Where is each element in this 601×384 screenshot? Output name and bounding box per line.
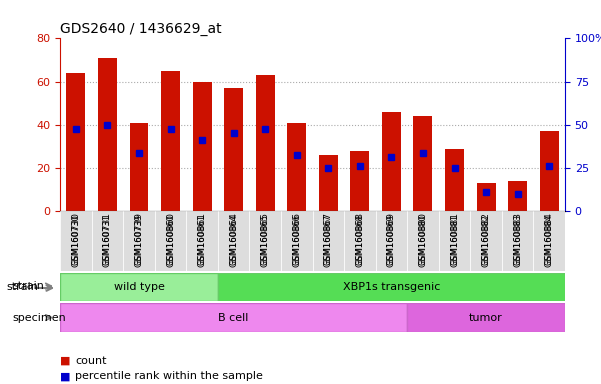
FancyBboxPatch shape [439,211,470,271]
Text: specimen: specimen [12,313,66,323]
FancyBboxPatch shape [186,211,218,271]
Text: tumor: tumor [469,313,503,323]
FancyBboxPatch shape [502,211,534,271]
FancyBboxPatch shape [60,211,91,271]
FancyBboxPatch shape [407,303,565,332]
Text: GSM160882: GSM160882 [481,212,490,267]
Bar [540,131,558,211]
Bar [413,116,432,211]
Text: strain: strain [12,281,44,291]
Text: GSM160861: GSM160861 [198,214,207,265]
FancyBboxPatch shape [218,273,565,301]
FancyBboxPatch shape [249,211,281,271]
Bar [508,181,527,211]
Text: GSM160865: GSM160865 [261,212,270,267]
Text: GSM160880: GSM160880 [418,212,427,267]
FancyBboxPatch shape [60,303,407,332]
Text: GSM160881: GSM160881 [450,214,459,265]
Bar [192,81,212,211]
FancyBboxPatch shape [281,211,313,271]
Text: ■: ■ [60,371,70,381]
Text: GSM160869: GSM160869 [387,212,396,267]
FancyBboxPatch shape [155,211,186,271]
Text: GSM160883: GSM160883 [513,214,522,265]
Text: GSM160867: GSM160867 [324,212,333,267]
FancyBboxPatch shape [218,211,249,271]
Text: GSM160866: GSM160866 [292,214,301,265]
Bar [350,151,369,211]
Text: GSM160864: GSM160864 [229,214,238,265]
Text: GSM160730: GSM160730 [72,212,81,267]
Text: GSM160884: GSM160884 [545,214,554,265]
Bar [98,58,117,211]
Text: XBP1s transgenic: XBP1s transgenic [343,282,440,292]
Bar [477,183,495,211]
Bar [319,155,338,211]
Text: GSM160860: GSM160860 [166,214,175,265]
Text: percentile rank within the sample: percentile rank within the sample [75,371,263,381]
Text: GSM160867: GSM160867 [324,214,333,265]
Text: GSM160730: GSM160730 [72,214,81,265]
Text: count: count [75,356,106,366]
Text: GSM160861: GSM160861 [198,212,207,267]
Text: GSM160869: GSM160869 [387,214,396,265]
FancyBboxPatch shape [91,211,123,271]
Bar [129,122,148,211]
Text: GSM160864: GSM160864 [229,212,238,267]
Text: GSM160866: GSM160866 [292,212,301,267]
Bar [224,88,243,211]
Text: GSM160868: GSM160868 [355,214,364,265]
Text: GSM160880: GSM160880 [418,214,427,265]
FancyBboxPatch shape [376,211,407,271]
Text: GSM160865: GSM160865 [261,214,270,265]
FancyBboxPatch shape [123,211,155,271]
Text: strain: strain [6,282,38,292]
Bar [161,71,180,211]
FancyBboxPatch shape [470,211,502,271]
Text: GSM160860: GSM160860 [166,212,175,267]
Text: GDS2640 / 1436629_at: GDS2640 / 1436629_at [60,22,222,36]
Text: GSM160739: GSM160739 [135,212,144,267]
Text: GSM160881: GSM160881 [450,212,459,267]
FancyBboxPatch shape [534,211,565,271]
Text: ■: ■ [60,356,70,366]
Bar [256,75,275,211]
Text: GSM160868: GSM160868 [355,212,364,267]
Bar [382,112,401,211]
FancyBboxPatch shape [313,211,344,271]
Text: GSM160882: GSM160882 [481,214,490,265]
Text: B cell: B cell [218,313,249,323]
FancyBboxPatch shape [60,273,218,301]
Text: GSM160883: GSM160883 [513,212,522,267]
Bar [445,149,464,211]
Bar [287,122,306,211]
Text: GSM160739: GSM160739 [135,214,144,265]
Text: GSM160884: GSM160884 [545,212,554,267]
FancyBboxPatch shape [407,211,439,271]
Text: wild type: wild type [114,282,165,292]
Bar [66,73,85,211]
Text: GSM160731: GSM160731 [103,214,112,265]
Text: GSM160731: GSM160731 [103,212,112,267]
FancyBboxPatch shape [344,211,376,271]
